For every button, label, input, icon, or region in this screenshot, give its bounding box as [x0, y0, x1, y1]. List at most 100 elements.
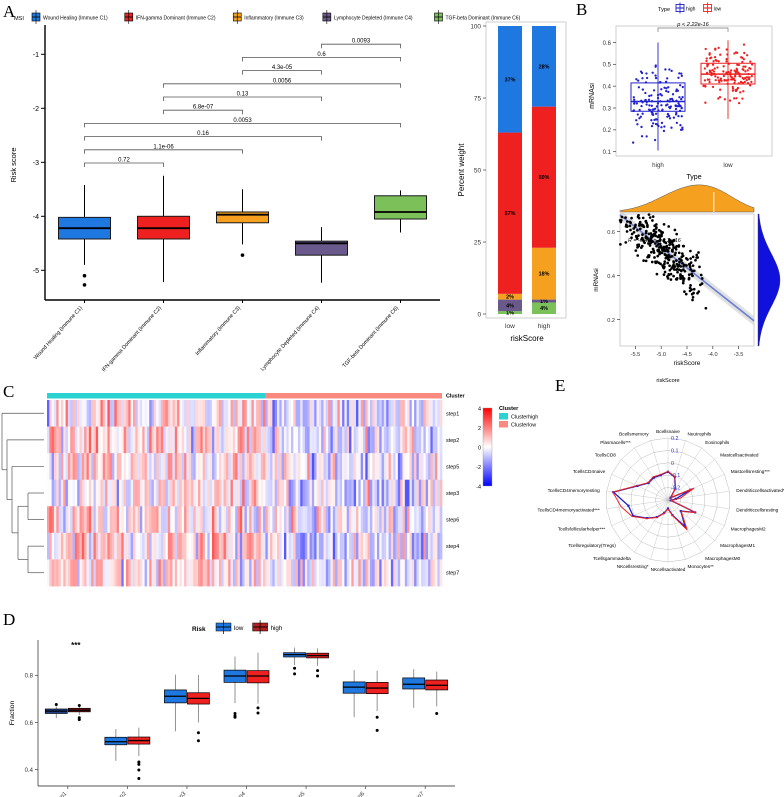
- radar-axis-label: Bcellsmemory: [619, 432, 649, 437]
- segment-label: 1%: [540, 299, 548, 305]
- radar-axis-line: [667, 499, 715, 541]
- pvalue-label: 6.8e-07: [193, 105, 214, 111]
- panel-a: A MSI Wound Healing (Immune C1) IFN-gamma …: [0, 0, 521, 373]
- radar-axis-line: [611, 474, 669, 501]
- radar-axis-line: [667, 499, 730, 510]
- radar-axis-label: TcellsCD8: [595, 453, 616, 458]
- radar-axis-line: [606, 490, 669, 501]
- right-density: [757, 213, 781, 347]
- svg-text:Lymphocyte Depleted (Immune C4: Lymphocyte Depleted (Immune C4): [334, 16, 413, 22]
- y-tick-label: -4: [33, 214, 39, 221]
- x-tick-label: -5.0: [656, 352, 666, 358]
- pvalue-label: 0.0056: [273, 78, 292, 84]
- y-tick-label: -1: [33, 52, 39, 59]
- pvalue-bracket: 0.6: [242, 52, 401, 62]
- segment-label: 4%: [540, 306, 548, 312]
- x-tick-label: -3.5: [734, 352, 744, 358]
- radar-series-1: [611, 471, 696, 529]
- radar-axis-label: NKcellsactivated: [651, 567, 686, 572]
- svg-text:low: low: [234, 625, 244, 632]
- legend-title: Risk: [192, 626, 206, 633]
- x-axis-label: Type: [686, 174, 701, 181]
- radar-axis-label: TcellsCD4naive: [573, 469, 606, 474]
- pvalue-bracket: 0.0053: [84, 118, 401, 128]
- panel-d-label: D: [3, 610, 16, 629]
- x-tick-label: step1: [54, 791, 69, 797]
- stacked-segment: 57%: [498, 132, 522, 294]
- row-label: step3: [446, 491, 459, 497]
- pvalue-bracket: 4.3e-05: [242, 65, 322, 75]
- radar-axis-label: Dendriticcellsactivated*: [736, 488, 784, 493]
- y-axis-label: mRNAsi: [593, 268, 600, 291]
- pvalue-label: 0.72: [118, 158, 130, 164]
- x-axis-label: riskScore: [674, 360, 701, 367]
- color-scale-tick: 0: [478, 445, 481, 451]
- radar-axis-label: Tcellsgammadelta: [593, 556, 631, 561]
- y-tick-label: 50: [474, 167, 482, 174]
- boxplot-box: [187, 674, 210, 743]
- panel-c-heatmap: Cluster step1 step2 step5 step3 step6 step4 ste…: [1, 393, 538, 587]
- row-label: step2: [446, 438, 459, 444]
- boxplot-box: [164, 674, 187, 732]
- pvalue-bracket: 0.13: [163, 92, 322, 101]
- segment-label: 1%: [506, 311, 514, 317]
- x-tick-label: Lymphocyte Depleted (Immune C4): [260, 305, 321, 372]
- radar-point: [627, 504, 630, 507]
- panel-d-plot: Risk low high 0.4 0.6 0.8 Fraction step1 step2 st…: [9, 620, 455, 797]
- legend-item: TGF-beta Dominant (Immune C6): [434, 10, 521, 24]
- radar-axis-label: Mastcellsresting***: [731, 469, 770, 474]
- row-label: step1: [446, 411, 459, 417]
- y-tick-label: -5: [33, 268, 39, 275]
- svg-text:Clusterlow: Clusterlow: [511, 423, 536, 429]
- panel-e: E riskScore0.20.10-0.1-0.2BcellsnaiveNeu…: [537, 372, 784, 608]
- heatmap-cells: [47, 400, 443, 587]
- cluster-annotation-low: [265, 393, 442, 399]
- x-tick-label: TGF-beta Dominant (Immune C6): [342, 305, 401, 369]
- y-axis-label: Risk score: [9, 147, 18, 182]
- pvalue-bracket: 0.16: [84, 131, 322, 141]
- y-tick-label: 0.2: [607, 318, 615, 324]
- radar-axis-label: Mastcellsactivated: [720, 453, 759, 458]
- plot-border: [615, 25, 773, 157]
- y-tick-label: 75: [474, 95, 482, 102]
- x-tick-label: step6: [351, 791, 366, 797]
- stacked-segment: 50%: [532, 106, 556, 248]
- color-scale-tick: 2: [478, 426, 481, 432]
- x-tick-label: high: [538, 323, 551, 330]
- panel-b: B Type high low 0.1 0.2 0.3 0.4 0.5 0.6 mRNAsi p <…: [572, 0, 784, 186]
- panel-d: D Risk low high 0.4 0.6 0.8 Fraction step1 step2…: [0, 604, 500, 797]
- legend-item: Inflammatory (Immune C3): [232, 10, 304, 24]
- correlation-annotation: R = -0.45, p < 2.2e-16: [628, 238, 681, 244]
- stacked-segment: 1%: [498, 311, 522, 317]
- radar-axis-label: Bcellsnaive: [656, 429, 680, 434]
- panel-c: C Cluster step1 step2 step5 step3 step6 step4 s…: [0, 376, 560, 604]
- row-label: step4: [446, 544, 459, 550]
- svg-text:Inflammatory (Immune C3): Inflammatory (Immune C3): [244, 16, 304, 22]
- boxplot-box: [137, 175, 190, 283]
- x-tick-label: step4: [232, 791, 247, 797]
- panel-stacked-bar: 0 25 50 75 100 Percent weight 1% 4% 2% 57% 37% low 4…: [452, 4, 572, 376]
- pvalue-bracket: 6.8e-07: [163, 105, 243, 115]
- boxplot-box: [402, 669, 426, 708]
- panel-b-scatter: R = -0.45, p < 2.2e-16 0.2 0.4 0.6 -5.5 -5.0 -…: [572, 184, 784, 376]
- y-tick-label: 0.6: [607, 230, 615, 236]
- boxplot-box: [306, 648, 329, 678]
- radar-axis-label: MacrophagesM0: [705, 556, 740, 561]
- svg-text:Clusterhigh: Clusterhigh: [511, 415, 538, 421]
- radar-axis-label: Monocytes**: [687, 564, 713, 569]
- cluster-annotation-high: [47, 393, 266, 399]
- svg-text:low: low: [714, 7, 722, 13]
- panel-e-label: E: [555, 376, 566, 395]
- boxplot-box: [365, 670, 389, 732]
- radar-axis-label: NKcellsresting*: [617, 564, 649, 569]
- boxplot-box: [425, 671, 449, 715]
- color-scale-tick: 4: [478, 406, 481, 412]
- pvalue-bracket: 0.0093: [321, 39, 401, 49]
- y-tick-label: 0.4: [603, 84, 612, 90]
- y-tick-label: 0.4: [25, 768, 34, 774]
- stacked-segment: 28%: [532, 26, 556, 107]
- radar-point: [659, 474, 662, 477]
- radar-axis-line: [667, 440, 686, 501]
- svg-text:IFN-gamma Dominant (Immune C2): IFN-gamma Dominant (Immune C2): [136, 16, 216, 22]
